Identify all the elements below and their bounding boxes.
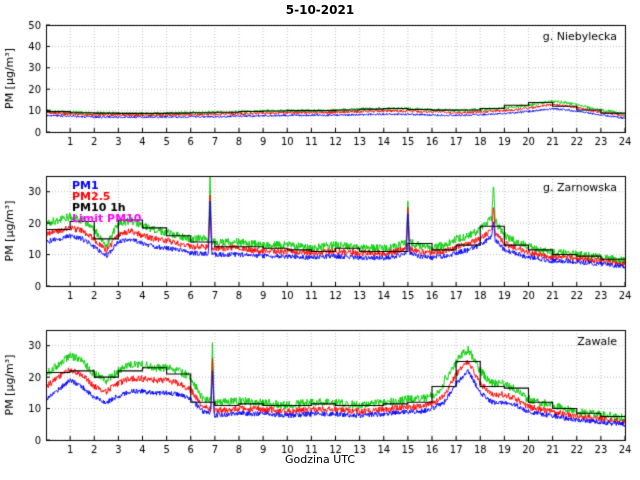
chart-title: 5-10-2021	[285, 3, 355, 17]
x-axis-label: Godzina UTC	[284, 453, 356, 466]
